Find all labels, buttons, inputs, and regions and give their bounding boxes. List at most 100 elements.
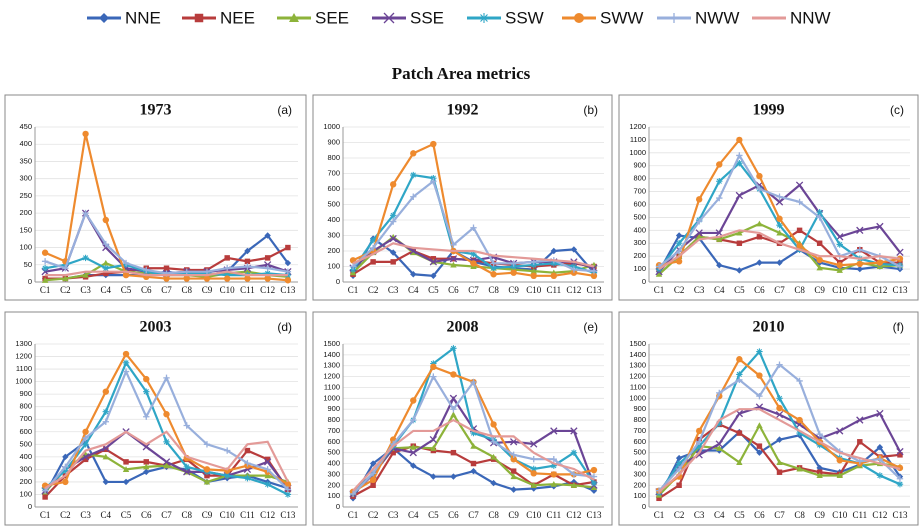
marker <box>756 372 763 379</box>
marker <box>410 444 417 450</box>
marker <box>776 395 783 402</box>
marker <box>574 13 584 23</box>
marker <box>736 376 743 384</box>
marker <box>510 468 517 474</box>
marker <box>102 478 110 486</box>
marker <box>490 271 497 278</box>
x-tick-label: C6 <box>754 510 765 520</box>
y-tick-label: 700 <box>633 187 646 196</box>
marker <box>756 443 763 449</box>
marker <box>590 484 598 490</box>
y-tick-label: 900 <box>327 404 340 413</box>
marker <box>816 264 823 271</box>
marker <box>430 178 437 185</box>
x-tick-label: C6 <box>141 285 152 295</box>
y-tick-label: 100 <box>327 261 340 270</box>
y-tick-label: 1100 <box>630 135 646 144</box>
x-tick-label: C3 <box>694 285 705 295</box>
x-tick-label: C12 <box>872 285 887 295</box>
marker <box>284 271 292 279</box>
x-tick-label: C2 <box>368 285 379 295</box>
marker <box>530 485 537 492</box>
marker <box>695 447 703 454</box>
marker <box>510 260 517 267</box>
marker <box>669 13 679 23</box>
marker <box>223 271 231 279</box>
marker <box>550 427 558 435</box>
y-tick-label: 1200 <box>15 352 32 361</box>
marker <box>102 418 110 425</box>
x-tick-label: C11 <box>546 285 561 295</box>
y-tick-label: 100 <box>19 243 32 252</box>
marker <box>163 411 170 418</box>
marker <box>389 233 397 240</box>
legend-label: NWW <box>695 8 739 27</box>
marker <box>183 468 191 476</box>
panel-title: 2008 <box>447 319 479 336</box>
marker <box>122 350 130 358</box>
marker <box>470 224 477 231</box>
marker <box>82 434 89 442</box>
y-tick-label: 1000 <box>323 122 340 131</box>
marker <box>450 406 457 413</box>
y-tick-label: 1200 <box>323 372 340 381</box>
marker <box>183 463 190 471</box>
marker <box>716 194 723 202</box>
marker <box>203 478 211 485</box>
y-tick-label: 400 <box>19 139 32 148</box>
panel-annotation: (c) <box>890 103 904 117</box>
marker <box>204 472 210 479</box>
marker <box>449 255 458 263</box>
marker <box>430 363 437 371</box>
x-tick-label: C13 <box>280 510 296 520</box>
x-tick-label: C7 <box>774 510 785 520</box>
marker <box>675 465 683 473</box>
marker <box>776 259 783 266</box>
marker <box>143 388 150 395</box>
marker <box>142 443 150 451</box>
marker <box>284 491 292 498</box>
marker <box>876 472 884 479</box>
x-tick-label: C3 <box>80 285 91 295</box>
x-tick-label: C13 <box>892 285 908 295</box>
y-tick-label: 1300 <box>323 361 340 370</box>
marker <box>194 13 204 23</box>
x-tick-label: C9 <box>814 285 825 295</box>
marker <box>224 255 230 261</box>
marker <box>163 438 170 445</box>
y-tick-label: 300 <box>633 238 646 247</box>
marker <box>856 416 864 424</box>
marker <box>62 463 69 471</box>
marker <box>590 272 598 279</box>
panel-title: 1999 <box>753 102 785 119</box>
marker <box>896 263 904 270</box>
panel-frame <box>312 311 613 526</box>
marker <box>390 449 396 456</box>
marker <box>695 233 703 240</box>
marker <box>716 389 723 397</box>
marker <box>776 193 783 200</box>
marker <box>389 234 397 243</box>
marker <box>655 271 663 277</box>
marker <box>856 226 864 234</box>
x-tick-label: C5 <box>734 285 745 295</box>
marker <box>570 266 578 273</box>
y-tick-label: 600 <box>19 427 32 436</box>
y-tick-label: 0 <box>336 502 340 511</box>
marker <box>449 394 458 402</box>
y-tick-label: 50 <box>24 260 32 269</box>
marker <box>450 473 457 480</box>
marker <box>470 467 477 475</box>
marker <box>264 472 271 479</box>
marker <box>143 375 150 383</box>
y-tick-label: 500 <box>633 448 646 457</box>
marker <box>82 456 89 463</box>
x-tick-label: C1 <box>40 285 51 295</box>
marker <box>570 427 578 435</box>
x-tick-label: C12 <box>566 285 581 295</box>
y-tick-label: 200 <box>19 208 32 217</box>
x-tick-label: C11 <box>240 285 255 295</box>
marker <box>796 377 803 385</box>
x-tick-label: C5 <box>121 510 132 520</box>
marker <box>289 13 299 22</box>
